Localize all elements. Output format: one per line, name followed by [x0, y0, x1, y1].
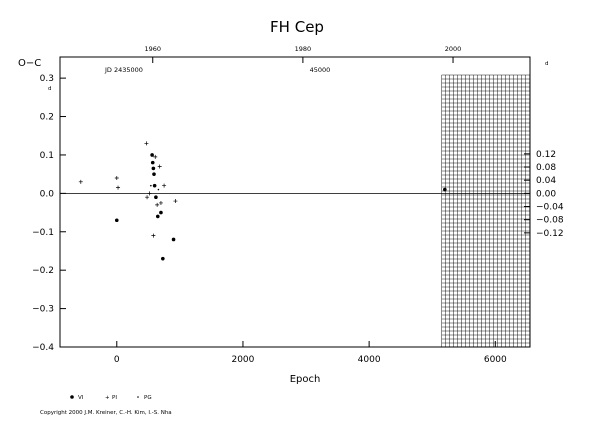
point-pg — [150, 184, 152, 187]
legend-marker-pi: + — [105, 395, 110, 401]
tick-labels: 0 2000 4000 6000 −0.4 −0.3 −0.2 −0.1 0.0 0.1 0.2 0.… — [32, 45, 564, 365]
point-pi — [157, 164, 162, 169]
point-vi — [443, 187, 447, 192]
right-tick-label: 0.04 — [536, 176, 556, 186]
x-tick-label: 4000 — [358, 355, 381, 365]
point-pi — [155, 202, 160, 207]
point-vi — [152, 172, 156, 176]
legend-marker-vi — [70, 395, 74, 399]
plot-frame — [59, 56, 531, 348]
y-tick-label: −0.1 — [32, 228, 54, 238]
right-tick-label: 0.08 — [536, 163, 556, 173]
legend-marker-pg — [137, 396, 139, 398]
jd-label: JD 2435000 — [104, 66, 143, 74]
y-tick-label: −0.3 — [32, 305, 54, 315]
point-pi — [153, 154, 158, 159]
point-vi — [152, 183, 157, 188]
point-pi — [162, 183, 167, 188]
x-tick-label: 0 — [114, 355, 120, 365]
right-tick-label: 0.12 — [536, 150, 556, 160]
point-pg — [157, 188, 160, 191]
y-tick-label: 0.2 — [40, 113, 54, 123]
point-vi — [155, 214, 160, 219]
point-pi — [147, 191, 152, 196]
y-tick-label: 0.0 — [40, 189, 55, 199]
y-tick-label: 0.1 — [40, 151, 54, 161]
point-vi — [150, 153, 154, 157]
hatched-region — [441, 74, 530, 348]
right-tick-label: −0.08 — [536, 216, 564, 226]
y-tick-label: −0.4 — [32, 343, 54, 353]
point-pi — [114, 175, 119, 180]
y-tick-label: −0.2 — [32, 266, 54, 276]
legend-label-vi: VI — [78, 395, 84, 401]
point-pi — [78, 179, 83, 184]
copyright-text: Copyright 2000 J.M. Kreiner, C.-H. Kim, … — [40, 410, 172, 416]
right-axis-unit: d — [545, 61, 549, 67]
point-pi — [116, 185, 121, 190]
point-vi — [161, 256, 165, 261]
legend: VI + PI PG — [70, 395, 152, 401]
y-axis-unit: d — [48, 86, 52, 92]
point-vi — [154, 195, 158, 199]
point-vi — [151, 166, 156, 171]
point-vi — [171, 237, 176, 242]
point-vi — [159, 210, 163, 215]
point-vi — [114, 218, 119, 223]
right-tick-label: −0.04 — [536, 203, 564, 213]
x-tick-label: 2000 — [231, 355, 254, 365]
right-tick-label: 0.00 — [536, 189, 556, 199]
legend-label-pi: PI — [112, 395, 117, 401]
top-year-label: 1960 — [144, 45, 161, 53]
right-tick-label: −0.12 — [536, 229, 564, 239]
top-year-label: 1980 — [295, 45, 312, 53]
point-pi — [151, 233, 156, 238]
point-pi — [145, 195, 150, 200]
y-tick-label: 0.3 — [40, 74, 54, 84]
x-axis-label: Epoch — [290, 374, 321, 385]
point-pi — [144, 141, 149, 146]
x-tick-label: 6000 — [484, 355, 507, 365]
y-axis-label: O−C — [18, 58, 41, 69]
top-year-label: 2000 — [445, 45, 462, 53]
axis-ticks — [60, 57, 530, 348]
legend-label-pg: PG — [144, 395, 152, 401]
point-vi — [150, 160, 155, 165]
chart-title: FH Cep — [270, 18, 324, 36]
jd-tick-label: 45000 — [310, 66, 331, 74]
point-pi — [173, 199, 178, 204]
point-pi — [158, 200, 163, 205]
data-points — [78, 141, 447, 261]
